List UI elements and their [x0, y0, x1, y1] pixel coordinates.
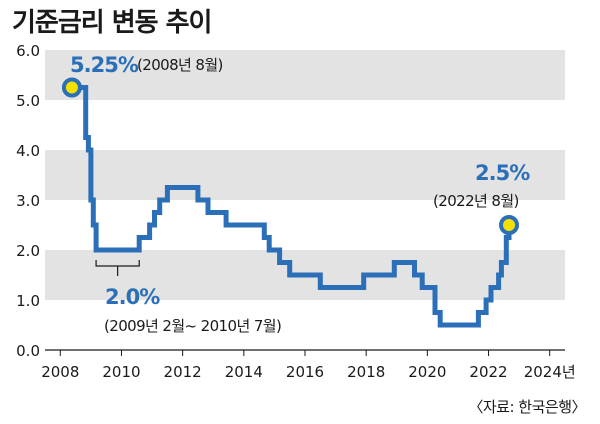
annotation-labels: 5.25% (2008년 8월) 2.0% (2009년 2월~ 2010년 7월) 2…: [70, 53, 531, 335]
low-period-bracket: [95, 260, 140, 276]
label-latest-value: 2.5%: [475, 161, 530, 185]
y-tick-label: 5.0: [16, 92, 40, 110]
label-peak-value: 5.25%: [70, 53, 139, 77]
series-layer: [71, 85, 512, 328]
markers-layer: [61, 77, 520, 235]
label-low-date: (2009년 2월~ 2010년 7월): [104, 317, 281, 335]
x-tick-label: 2012: [164, 363, 202, 381]
y-tick-label: 6.0: [16, 42, 40, 60]
y-tick-label: 3.0: [16, 192, 40, 210]
x-tick-label: 2014: [225, 363, 263, 381]
x-tick-label: 2008: [41, 363, 79, 381]
marker-latest: [499, 215, 520, 235]
label-latest-date: (2022년 8월): [433, 192, 519, 210]
label-low-value: 2.0%: [105, 285, 160, 309]
marker-peak: [61, 77, 82, 98]
grid-band: [45, 50, 565, 100]
x-tick-label: 2024년: [524, 363, 576, 381]
y-tick-label: 1.0: [16, 292, 40, 310]
y-tick-label: 2.0: [16, 242, 40, 260]
x-tick-label: 2022: [469, 363, 507, 381]
y-tick-label: 0.0: [16, 342, 40, 360]
grid-bands: [45, 50, 565, 300]
x-axis: 2008 2010 2012 2014 2016 2018 2020 2022 2024년: [41, 349, 576, 381]
y-tick-label: 4.0: [16, 142, 40, 160]
label-peak-date: (2008년 8월): [137, 56, 223, 74]
grid-band: [45, 150, 565, 200]
x-tick-label: 2016: [286, 363, 324, 381]
chart-title: 기준금리 변동 추이: [12, 8, 212, 38]
x-tick-label: 2010: [102, 363, 140, 381]
source-note: 〈자료: 한국은행〉: [468, 398, 586, 416]
y-axis-ticks: 0.0 1.0 2.0 3.0 4.0 5.0 6.0: [16, 42, 40, 360]
x-tick-label: 2018: [347, 363, 385, 381]
x-tick-label: 2020: [408, 363, 446, 381]
series-line: [71, 85, 512, 328]
